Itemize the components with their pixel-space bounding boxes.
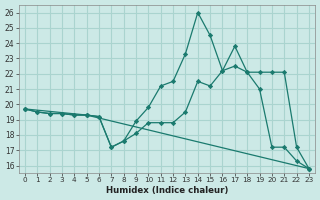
X-axis label: Humidex (Indice chaleur): Humidex (Indice chaleur) <box>106 186 228 195</box>
